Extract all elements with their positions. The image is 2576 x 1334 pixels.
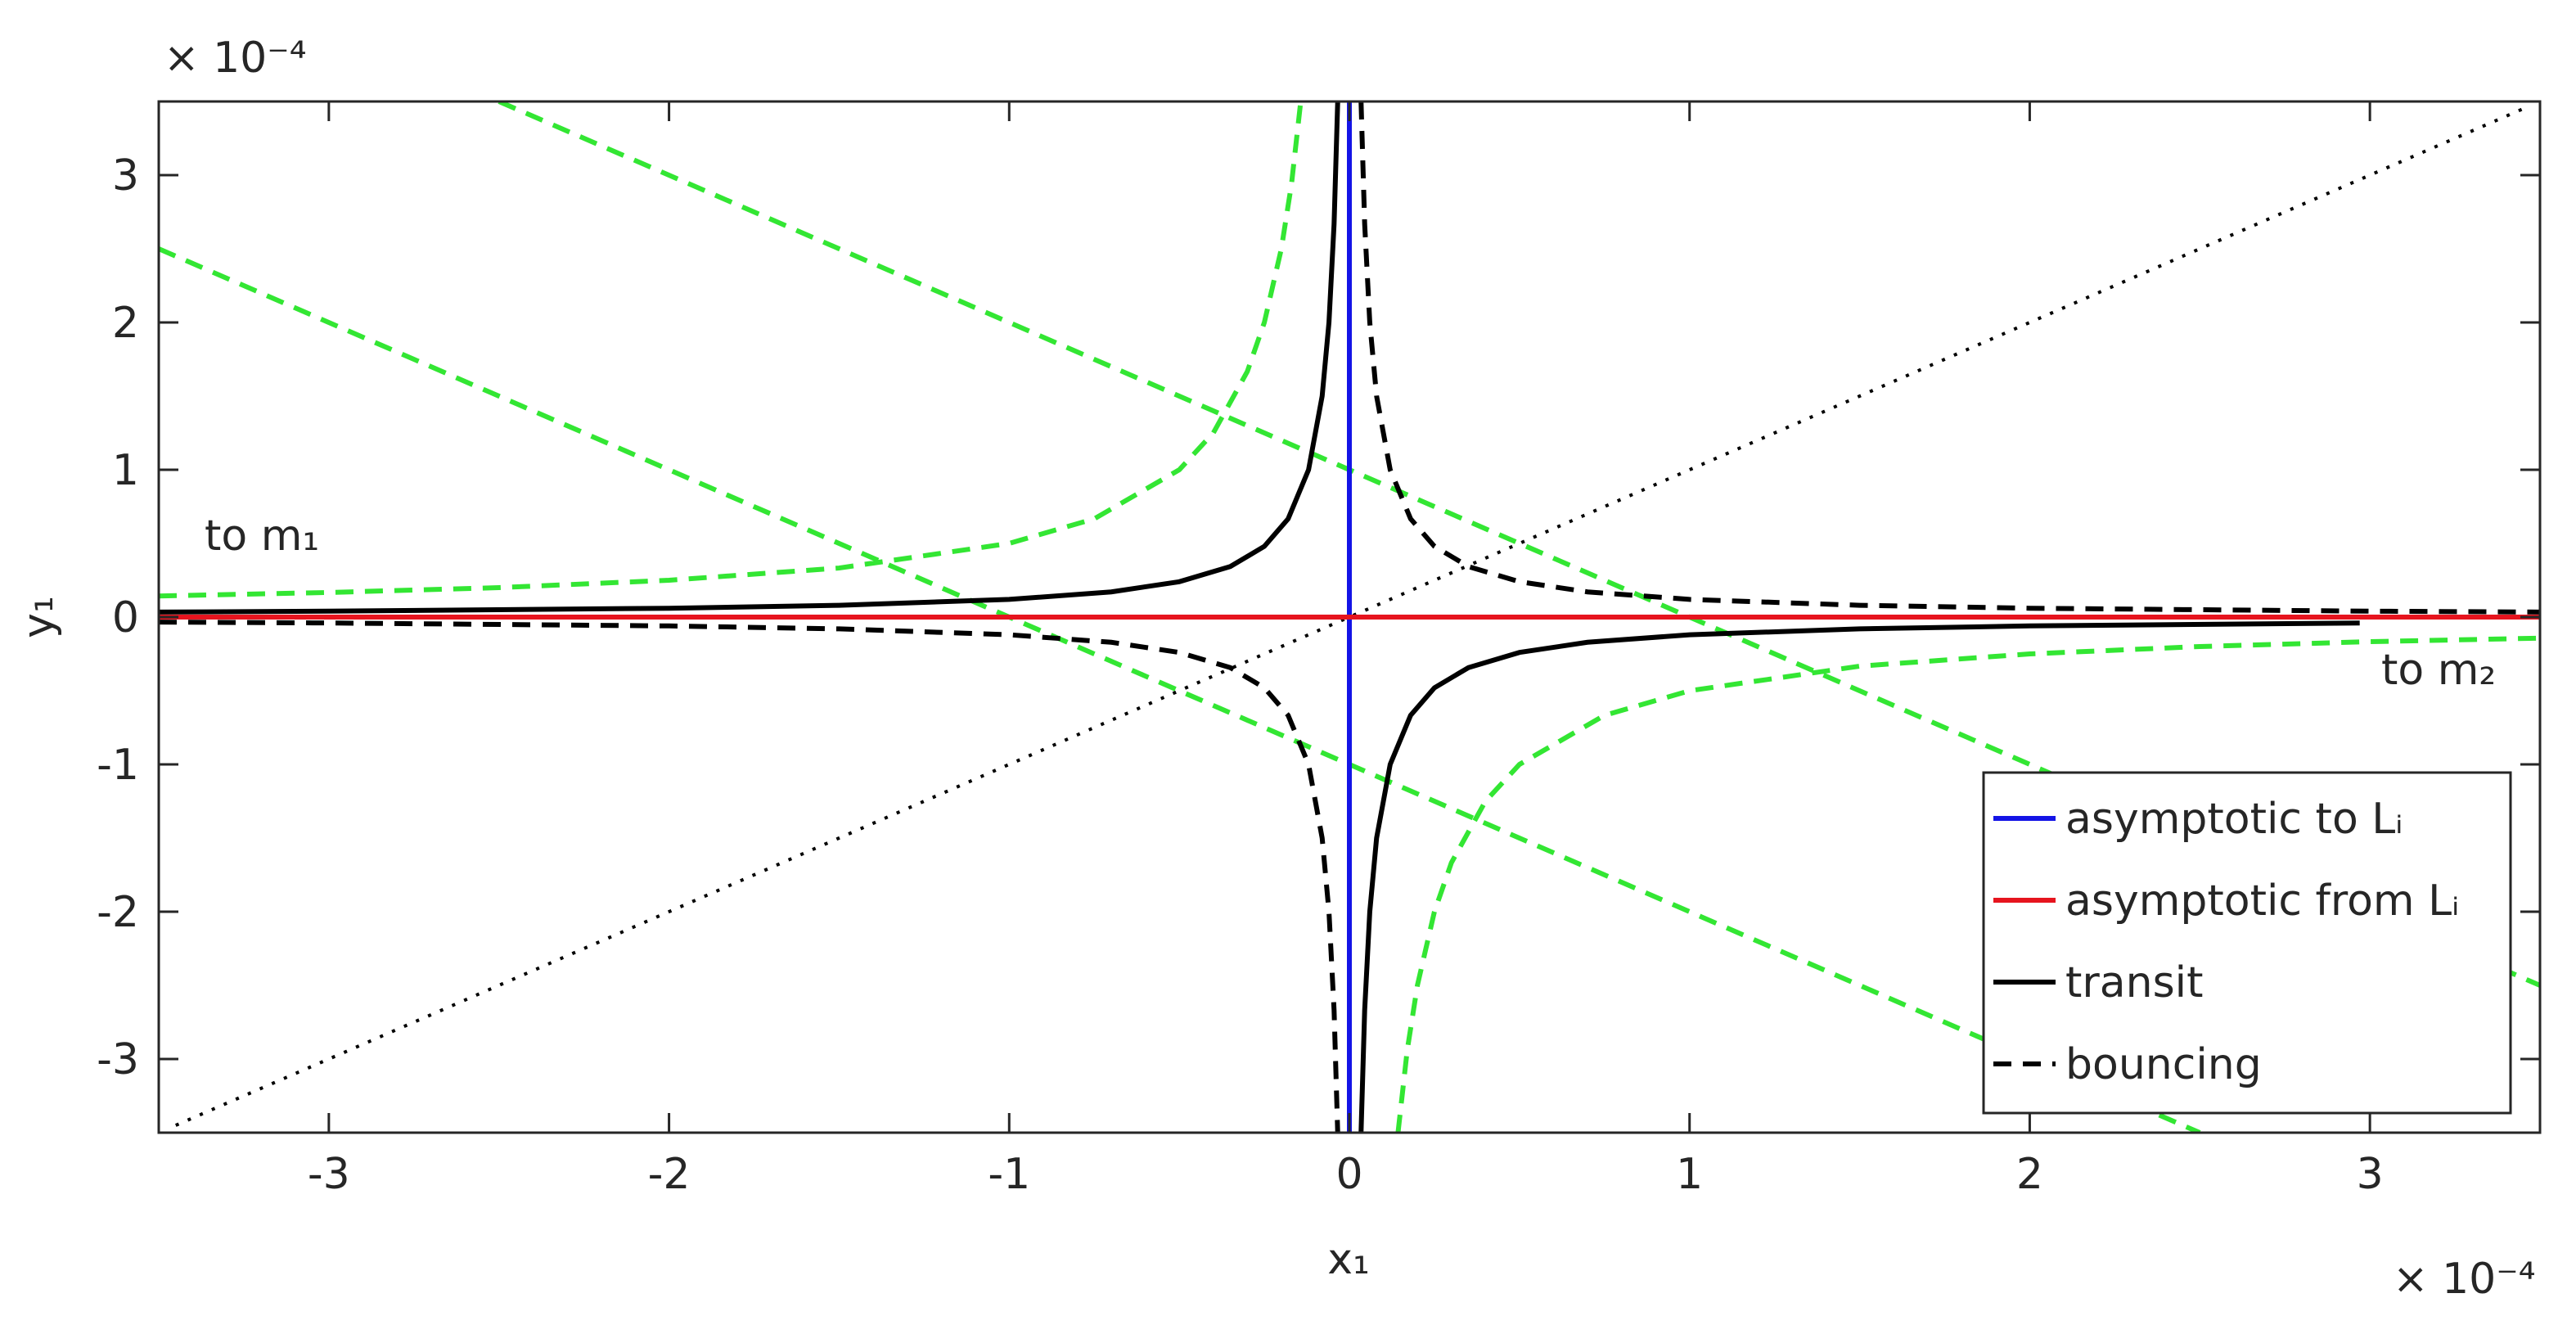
x-tick-label: 2 [2016,1150,2043,1199]
x-tick-label: -2 [648,1150,691,1199]
plot-area [159,101,2540,1133]
x-tick-label: 3 [2357,1150,2384,1199]
x-tick-label: 0 [1335,1150,1362,1199]
legend-box [1982,771,2512,1115]
x-axis-label: x₁ [1327,1235,1370,1284]
series-line [159,101,2540,1133]
series-line [159,101,2360,1133]
y-axis-label: y₁ [14,596,63,638]
y-tick-label: 1 [112,446,139,495]
x-tick-label: 1 [1676,1150,1703,1199]
y-tick-label: -3 [97,1035,139,1084]
y-tick-label: -2 [97,888,139,937]
y-tick-label: 0 [112,593,139,642]
y-tick-label: -1 [97,741,139,790]
y-tick-label: 3 [112,151,139,201]
x-tick-label: -3 [308,1150,350,1199]
annotation: to m₁ [205,512,319,561]
x-exponent: × 10⁻⁴ [2393,1255,2536,1304]
legend-label: bouncing [2065,1040,2262,1089]
x-tick-label: -1 [988,1150,1030,1199]
legend-label: transit [2065,958,2204,1007]
y-exponent: × 10⁻⁴ [164,34,307,83]
legend: asymptotic to Lᵢ asymptotic from Lᵢ transi… [1982,771,2512,1115]
annotation: to m₂ [2381,646,2496,695]
legend-label: asymptotic to Lᵢ [2065,795,2403,844]
y-tick-label: 2 [112,299,139,348]
legend-label: asymptotic from Lᵢ [2065,877,2459,926]
